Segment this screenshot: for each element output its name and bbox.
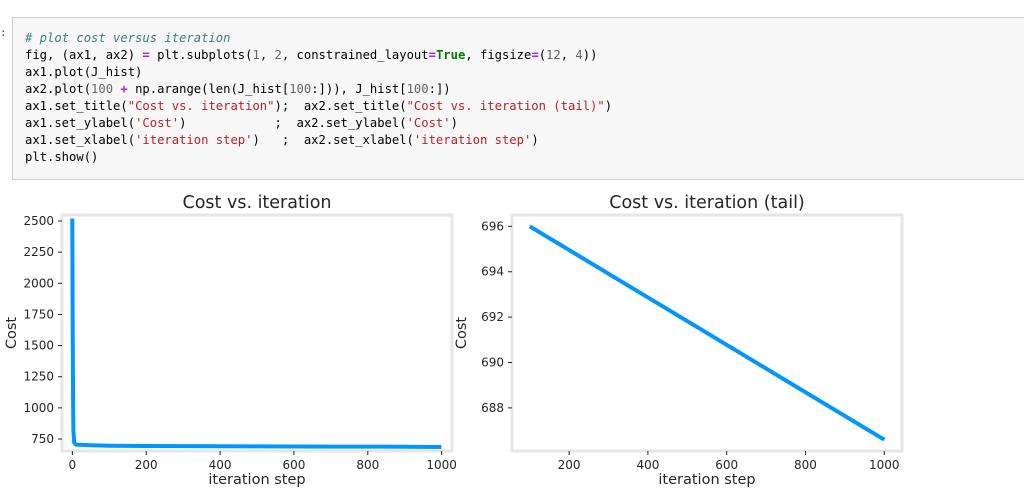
code-token: :])), J_hist[ bbox=[311, 82, 407, 96]
x-tick-label: 600 bbox=[715, 458, 738, 472]
code-token: plt.show() bbox=[25, 150, 99, 164]
x-tick-label: 200 bbox=[558, 458, 581, 472]
chart-1: Cost vs. iteration iteration step Cost 0 200… bbox=[4, 193, 457, 488]
y-tick-label: 2250 bbox=[23, 245, 54, 259]
code-token: ) ; ax2.set_ylabel( bbox=[179, 116, 407, 130]
code-token: plt.subplots( bbox=[149, 48, 253, 62]
code-token: True bbox=[435, 48, 466, 62]
code-line: fig, (ax1, ax2) = plt.subplots(1, 2, con… bbox=[25, 47, 612, 64]
x-tick-label: 0 bbox=[69, 458, 77, 472]
x-tick-label: 600 bbox=[282, 458, 305, 472]
y-tick-label: 696 bbox=[481, 219, 504, 233]
y-tick-label: 1750 bbox=[23, 307, 54, 321]
y-tick-label: 750 bbox=[31, 432, 54, 446]
y-tick-label: 690 bbox=[481, 356, 504, 370]
y-axis-label: Cost bbox=[454, 317, 470, 350]
code-token: "Cost vs. iteration" bbox=[127, 99, 275, 113]
code-line: ax1.set_ylabel('Cost') ; ax2.set_ylabel(… bbox=[25, 115, 612, 132]
y-tick-label: 688 bbox=[481, 401, 504, 415]
x-tick-label: 400 bbox=[636, 458, 659, 472]
code-token: )) bbox=[582, 48, 598, 62]
y-tick-label: 1000 bbox=[23, 401, 54, 415]
code-line: ax1.plot(J_hist) bbox=[25, 64, 612, 81]
code-token: ) bbox=[604, 99, 613, 113]
x-axis-label: iteration step bbox=[658, 472, 755, 488]
chart-title: Cost vs. iteration bbox=[183, 193, 332, 213]
code-token: 12 bbox=[546, 48, 561, 62]
code-token: ax1.set_xlabel( bbox=[25, 133, 136, 147]
code-token: , bbox=[259, 48, 275, 62]
code-token: ) ; ax2.set_xlabel( bbox=[252, 133, 414, 147]
series-line bbox=[70, 218, 442, 449]
code-line: plt.show() bbox=[25, 149, 612, 166]
code-editor[interactable]: # plot cost versus iteration fig, (ax1, a… bbox=[25, 30, 612, 166]
code-token: 100 bbox=[289, 82, 312, 96]
x-tick-label: 800 bbox=[794, 458, 817, 472]
code-token: # plot cost versus iteration bbox=[25, 31, 231, 45]
chart-2: Cost vs. iteration (tail) iteration step C… bbox=[454, 193, 904, 488]
y-tick-label: 1500 bbox=[23, 339, 54, 353]
code-token: :]) bbox=[428, 82, 451, 96]
code-cell[interactable]: # plot cost versus iteration fig, (ax1, a… bbox=[12, 17, 1024, 180]
code-token: + bbox=[120, 82, 128, 96]
code-line: ax1.set_xlabel('iteration step') ; ax2.s… bbox=[25, 132, 612, 149]
chart-title: Cost vs. iteration (tail) bbox=[609, 193, 805, 213]
x-tick-label: 1000 bbox=[426, 458, 457, 472]
code-token: 'iteration step' bbox=[413, 133, 532, 147]
code-token: 100 bbox=[406, 82, 429, 96]
code-token: "Cost vs. iteration (tail)" bbox=[406, 99, 605, 113]
code-token: np.arange(len(J_hist[ bbox=[127, 82, 290, 96]
plot-frame bbox=[60, 213, 454, 453]
series-line bbox=[528, 224, 886, 442]
y-axis-label: Cost bbox=[4, 317, 20, 350]
code-token: = bbox=[531, 48, 539, 62]
code-token: , figsize bbox=[465, 48, 532, 62]
y-tick-label: 694 bbox=[481, 265, 504, 279]
code-token: ax1.set_title( bbox=[25, 99, 128, 113]
code-token: 'iteration step' bbox=[135, 133, 253, 147]
y-tick-label: 692 bbox=[481, 310, 504, 324]
code-token: = bbox=[428, 48, 436, 62]
code-token: 2 bbox=[274, 48, 282, 62]
code-token: 100 bbox=[91, 82, 114, 96]
y-tick-label: 2000 bbox=[23, 276, 54, 290]
x-tick-label: 400 bbox=[209, 458, 232, 472]
code-line: ax1.set_title("Cost vs. iteration"); ax2… bbox=[25, 98, 612, 115]
code-token: 4 bbox=[575, 48, 583, 62]
code-token: ) bbox=[531, 133, 539, 147]
x-axis-label: iteration step bbox=[208, 472, 305, 488]
x-tick-label: 1000 bbox=[869, 458, 900, 472]
code-token: ax1.set_ylabel( bbox=[25, 116, 136, 130]
code-token: fig, (ax1, ax2) bbox=[25, 48, 143, 62]
x-tick-label: 200 bbox=[135, 458, 158, 472]
figure-output: Cost vs. iteration iteration step Cost 0 200… bbox=[4, 193, 904, 488]
code-line: # plot cost versus iteration bbox=[25, 30, 612, 47]
y-tick-label: 1250 bbox=[23, 370, 54, 384]
y-tick-label: 2500 bbox=[23, 214, 54, 228]
x-tick-label: 800 bbox=[356, 458, 379, 472]
code-token: ( bbox=[538, 48, 547, 62]
cell-prompt: : bbox=[0, 26, 7, 39]
code-token: = bbox=[142, 48, 150, 62]
code-token: , bbox=[560, 48, 576, 62]
code-token: ax2.plot( bbox=[25, 82, 92, 96]
code-token: ); ax2.set_title( bbox=[274, 99, 407, 113]
code-token: ) bbox=[450, 116, 458, 130]
code-token: 'Cost' bbox=[135, 116, 180, 130]
code-token: 1 bbox=[252, 48, 260, 62]
code-line: ax2.plot(100 + np.arange(len(J_hist[100:… bbox=[25, 81, 612, 98]
code-token: 'Cost' bbox=[406, 116, 451, 130]
code-token: , constrained_layout bbox=[281, 48, 429, 62]
code-token: ax1.plot(J_hist) bbox=[25, 65, 143, 79]
